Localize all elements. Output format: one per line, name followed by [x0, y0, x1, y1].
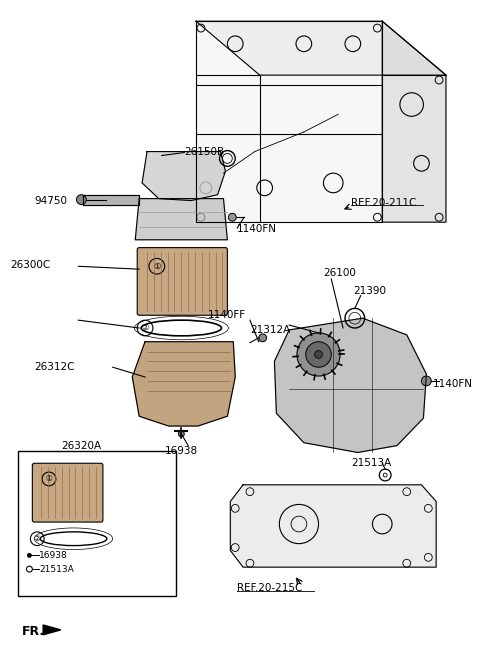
Circle shape	[314, 350, 323, 358]
Circle shape	[179, 431, 184, 437]
Polygon shape	[196, 21, 382, 222]
Text: 1140FN: 1140FN	[237, 224, 277, 234]
Text: ①: ①	[153, 262, 161, 271]
Text: 16938: 16938	[165, 445, 198, 455]
FancyBboxPatch shape	[32, 463, 103, 522]
FancyBboxPatch shape	[137, 247, 228, 316]
Polygon shape	[84, 195, 139, 205]
Text: REF.20-211C: REF.20-211C	[351, 197, 416, 207]
Circle shape	[27, 553, 32, 558]
Circle shape	[259, 334, 266, 342]
Text: 21312A: 21312A	[250, 325, 290, 335]
Text: 1140FN: 1140FN	[433, 379, 473, 389]
Polygon shape	[382, 21, 446, 222]
Text: ②: ②	[141, 323, 149, 333]
Bar	[18, 451, 177, 596]
Text: 94750: 94750	[34, 195, 67, 205]
Text: ②: ②	[34, 534, 41, 543]
Text: 16938: 16938	[39, 551, 68, 560]
Text: FR.: FR.	[22, 625, 45, 638]
Text: 1140FF: 1140FF	[208, 310, 246, 320]
Circle shape	[228, 213, 236, 221]
Text: 26312C: 26312C	[34, 362, 75, 372]
Polygon shape	[275, 318, 426, 453]
Text: 21390: 21390	[353, 286, 386, 296]
Text: 26300C: 26300C	[10, 260, 50, 270]
Polygon shape	[132, 342, 235, 426]
Circle shape	[76, 195, 86, 205]
Polygon shape	[135, 199, 228, 240]
Polygon shape	[196, 21, 446, 75]
Text: 21513A: 21513A	[351, 459, 391, 468]
Text: REF.20-215C: REF.20-215C	[237, 583, 302, 593]
Text: 26100: 26100	[324, 268, 356, 278]
Circle shape	[297, 333, 340, 376]
Text: 21513A: 21513A	[39, 565, 74, 573]
Polygon shape	[230, 485, 436, 567]
Circle shape	[306, 342, 331, 367]
Text: ①: ①	[46, 474, 52, 483]
Circle shape	[421, 376, 431, 386]
Polygon shape	[142, 152, 226, 201]
Polygon shape	[43, 625, 61, 635]
Text: 26150B: 26150B	[184, 146, 224, 157]
Text: 26320A: 26320A	[61, 441, 101, 451]
